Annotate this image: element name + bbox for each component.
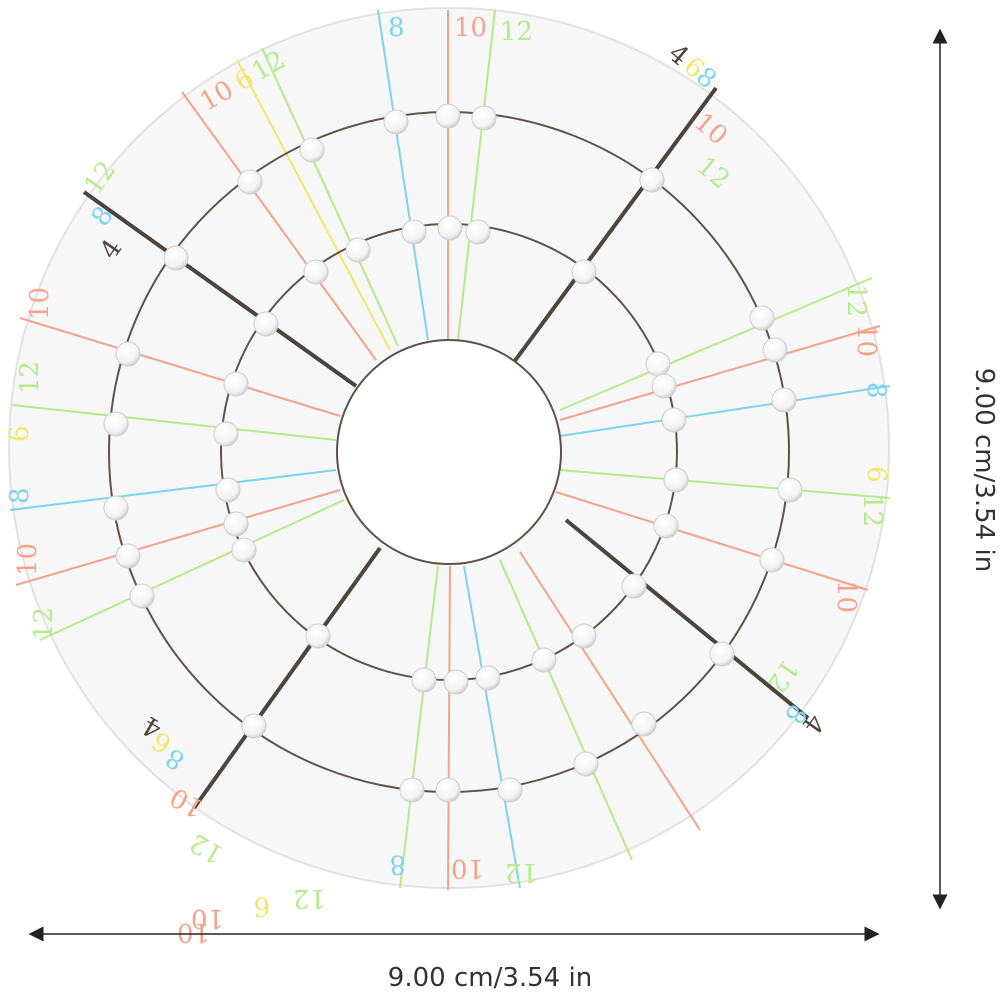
- label-10: 10: [454, 13, 487, 43]
- label-12: 12: [857, 494, 887, 527]
- peg: [345, 237, 371, 263]
- peg: [771, 387, 797, 413]
- peg: [163, 245, 189, 271]
- peg: [241, 713, 267, 739]
- peg: [661, 407, 687, 433]
- peg: [383, 109, 409, 135]
- peg: [115, 543, 141, 569]
- peg: [573, 751, 599, 777]
- peg: [223, 511, 249, 537]
- label-10: 10: [25, 287, 55, 320]
- peg: [231, 537, 257, 563]
- label-12: 12: [29, 607, 59, 640]
- height-label: 9.00 cm/3.54 in: [969, 368, 999, 572]
- peg: [631, 711, 657, 737]
- peg: [303, 259, 329, 285]
- label-6: 6: [253, 891, 270, 921]
- label-6: 6: [861, 466, 891, 483]
- peg: [115, 341, 141, 367]
- peg: [639, 167, 665, 193]
- guide-lines: [9, 9, 891, 891]
- peg: [762, 337, 788, 363]
- peg: [749, 305, 775, 331]
- peg: [103, 495, 129, 521]
- peg: [299, 137, 325, 163]
- peg: [223, 371, 249, 397]
- peg: [621, 573, 647, 599]
- peg: [653, 513, 679, 539]
- peg: [651, 373, 677, 399]
- label-12: 12: [293, 883, 326, 913]
- label-10: 10: [191, 903, 224, 933]
- peg: [471, 105, 497, 131]
- label-10: 10: [831, 580, 861, 613]
- label-8: 8: [388, 13, 405, 43]
- pegs: [103, 103, 803, 803]
- width-label: 9.00 cm/3.54 in: [388, 963, 592, 993]
- label-12: 12: [505, 857, 538, 887]
- peg: [571, 623, 597, 649]
- peg: [663, 467, 689, 493]
- peg: [103, 411, 129, 437]
- sector-label-right-mid: 12 10 8 6 12 10: [831, 284, 891, 613]
- peg: [435, 103, 461, 129]
- width-dimension: 9.00 cm/3.54 in: [28, 926, 880, 993]
- peg: [411, 667, 437, 693]
- label-8: 8: [389, 849, 406, 879]
- label-10: 10: [451, 853, 484, 883]
- peg: [213, 421, 239, 447]
- label-10: 10: [13, 543, 43, 576]
- label-12: 12: [185, 827, 229, 870]
- label-12: 12: [841, 284, 871, 317]
- label-6: 6: [5, 425, 35, 442]
- peg: [465, 219, 491, 245]
- height-dimension: 9.00 cm/3.54 in: [932, 28, 999, 910]
- peg: [497, 777, 523, 803]
- peg: [759, 547, 785, 573]
- label-12: 12: [500, 17, 533, 47]
- peg: [571, 259, 597, 285]
- peg: [437, 215, 463, 241]
- label-10: 10: [851, 324, 881, 357]
- peg: [399, 777, 425, 803]
- peg: [443, 669, 469, 695]
- peg: [709, 641, 735, 667]
- peg: [215, 477, 241, 503]
- peg: [253, 311, 279, 337]
- peg: [401, 219, 427, 245]
- peg: [645, 351, 671, 377]
- sector-label-left-mid: 10 12 6 8 10 12: [5, 287, 59, 640]
- peg: [475, 665, 501, 691]
- center-circle: [336, 339, 562, 565]
- peg: [129, 583, 155, 609]
- divider-lines: [82, 86, 810, 810]
- sector-label-top: 8 10 12: [388, 13, 533, 47]
- label-8: 8: [861, 382, 891, 399]
- label-8: 8: [5, 487, 35, 504]
- peg: [531, 647, 557, 673]
- peg: [305, 623, 331, 649]
- label-12: 12: [15, 361, 45, 394]
- peg: [777, 477, 803, 503]
- peg: [237, 169, 263, 195]
- peg: [435, 777, 461, 803]
